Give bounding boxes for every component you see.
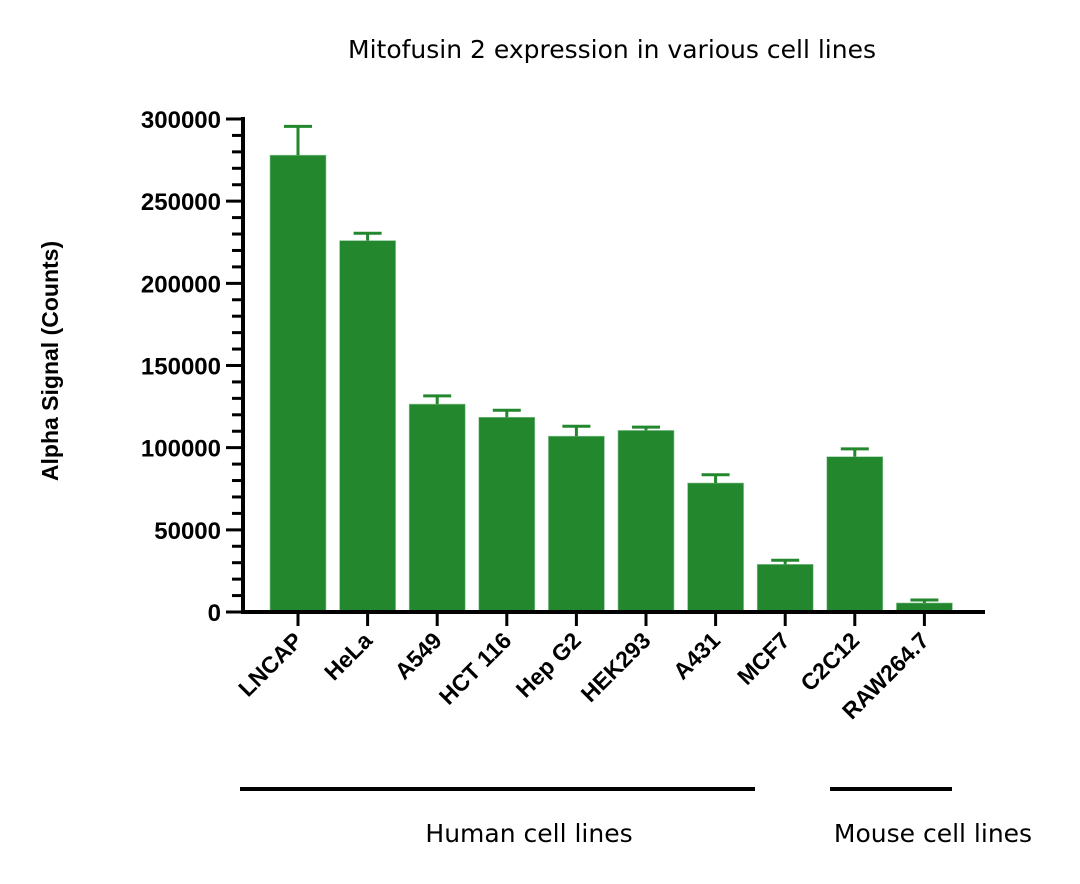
bar-mcf7	[756, 558, 814, 613]
bar-hep-g2	[548, 424, 605, 613]
bars	[269, 124, 953, 613]
x-tick-label: C2C12	[795, 627, 864, 696]
bar-a431	[687, 473, 744, 613]
x-tick-label: MCF7	[732, 627, 795, 690]
x-tick-label: HeLa	[319, 627, 377, 685]
y-tick-label: 100000	[141, 436, 221, 463]
bar-c2c12	[826, 447, 884, 613]
bar-hct-116	[478, 408, 536, 613]
group-label: Human cell lines	[425, 819, 632, 848]
x-tick-label: A431	[668, 627, 725, 684]
group-label: Mouse cell lines	[834, 819, 1032, 848]
y-axis-label: Alpha Signal (Counts)	[37, 241, 63, 481]
bar-hek293	[617, 425, 675, 613]
y-tick-label: 250000	[141, 189, 221, 216]
y-tick-label: 0	[208, 600, 221, 627]
group-brackets: Human cell lines Mouse cell lines	[240, 787, 1032, 848]
x-tick-label: LNCAP	[233, 627, 307, 701]
bar-a549	[408, 394, 466, 613]
y-tick-label: 200000	[141, 271, 221, 298]
y-tick-label: 300000	[141, 107, 221, 134]
y-axis: 0 50000 100000 150000 200000 250000 300000	[141, 107, 245, 627]
bar-hela	[339, 231, 396, 613]
y-tick-label: 50000	[154, 518, 221, 545]
y-tick-label: 150000	[141, 354, 221, 381]
x-tick-label: Hep G2	[511, 627, 586, 702]
chart-title: Mitofusin 2 expression in various cell l…	[348, 35, 876, 64]
x-tick-label: HCT 116	[434, 627, 517, 710]
bar-lncap	[269, 124, 327, 613]
x-tick-label: A549	[389, 627, 446, 684]
x-tick-label: HEK293	[576, 627, 656, 707]
